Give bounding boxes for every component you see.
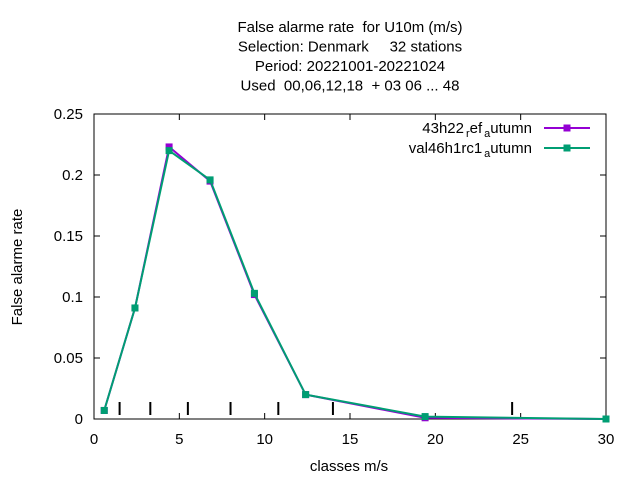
y-tick-label: 0.25 bbox=[54, 106, 83, 123]
y-tick-label: 0.15 bbox=[54, 228, 83, 245]
data-point bbox=[131, 304, 139, 312]
x-tick-label: 10 bbox=[256, 431, 273, 448]
class-boundary-marks bbox=[118, 402, 514, 415]
data-point bbox=[250, 289, 258, 297]
legend-label: val46h1rc1 autumn bbox=[409, 140, 532, 160]
legend-entry: 43h22 ref autumn bbox=[422, 120, 590, 140]
data-point bbox=[165, 143, 173, 151]
legend-entry: val46h1rc1 autumn bbox=[409, 140, 590, 160]
x-tick-label: 30 bbox=[598, 431, 615, 448]
plot-frame bbox=[93, 113, 607, 420]
title-line: False alarme rate for U10m (m/s) bbox=[237, 19, 462, 36]
data-point bbox=[206, 176, 214, 184]
y-tick-label: 0.05 bbox=[54, 350, 83, 367]
x-axis-label: classes m/s bbox=[310, 458, 388, 475]
data-point bbox=[100, 406, 108, 414]
plot-border bbox=[93, 113, 607, 420]
series-1 bbox=[100, 143, 610, 423]
data-point bbox=[421, 413, 429, 421]
x-tick-label: 15 bbox=[342, 431, 359, 448]
data-point bbox=[165, 147, 173, 155]
x-tick-label: 25 bbox=[512, 431, 529, 448]
series-2 bbox=[100, 147, 610, 423]
chart-title: False alarme rate for U10m (m/s) Selectio… bbox=[237, 19, 462, 95]
data-point bbox=[302, 391, 310, 399]
x-tick-label: 5 bbox=[175, 431, 183, 448]
data-point bbox=[602, 415, 610, 423]
y-tick-label: 0.2 bbox=[62, 167, 83, 184]
title-line: Selection: Denmark 32 stations bbox=[238, 39, 462, 56]
series-line bbox=[103, 145, 607, 420]
legend-label: 43h22 ref autumn bbox=[422, 120, 532, 140]
x-tick-label: 0 bbox=[90, 431, 98, 448]
y-axis-label: False alarme rate bbox=[9, 209, 26, 326]
series-line bbox=[103, 149, 607, 420]
legend-swatch-point bbox=[563, 144, 571, 152]
y-tick-label: 0.1 bbox=[62, 289, 83, 306]
y-tick-label: 0 bbox=[75, 411, 83, 428]
legend-swatch-point bbox=[563, 124, 571, 132]
title-line: Period: 20221001-20221024 bbox=[255, 58, 445, 75]
x-axis-ticks: 0 5 10 15 20 25 30 bbox=[90, 114, 615, 448]
series-lines bbox=[100, 143, 610, 423]
x-tick-label: 20 bbox=[427, 431, 444, 448]
title-line: Used 00,06,12,18 + 03 06 ... 48 bbox=[241, 78, 460, 95]
y-axis-ticks: 0 0.05 0.1 0.15 0.2 0.25 bbox=[54, 106, 606, 428]
